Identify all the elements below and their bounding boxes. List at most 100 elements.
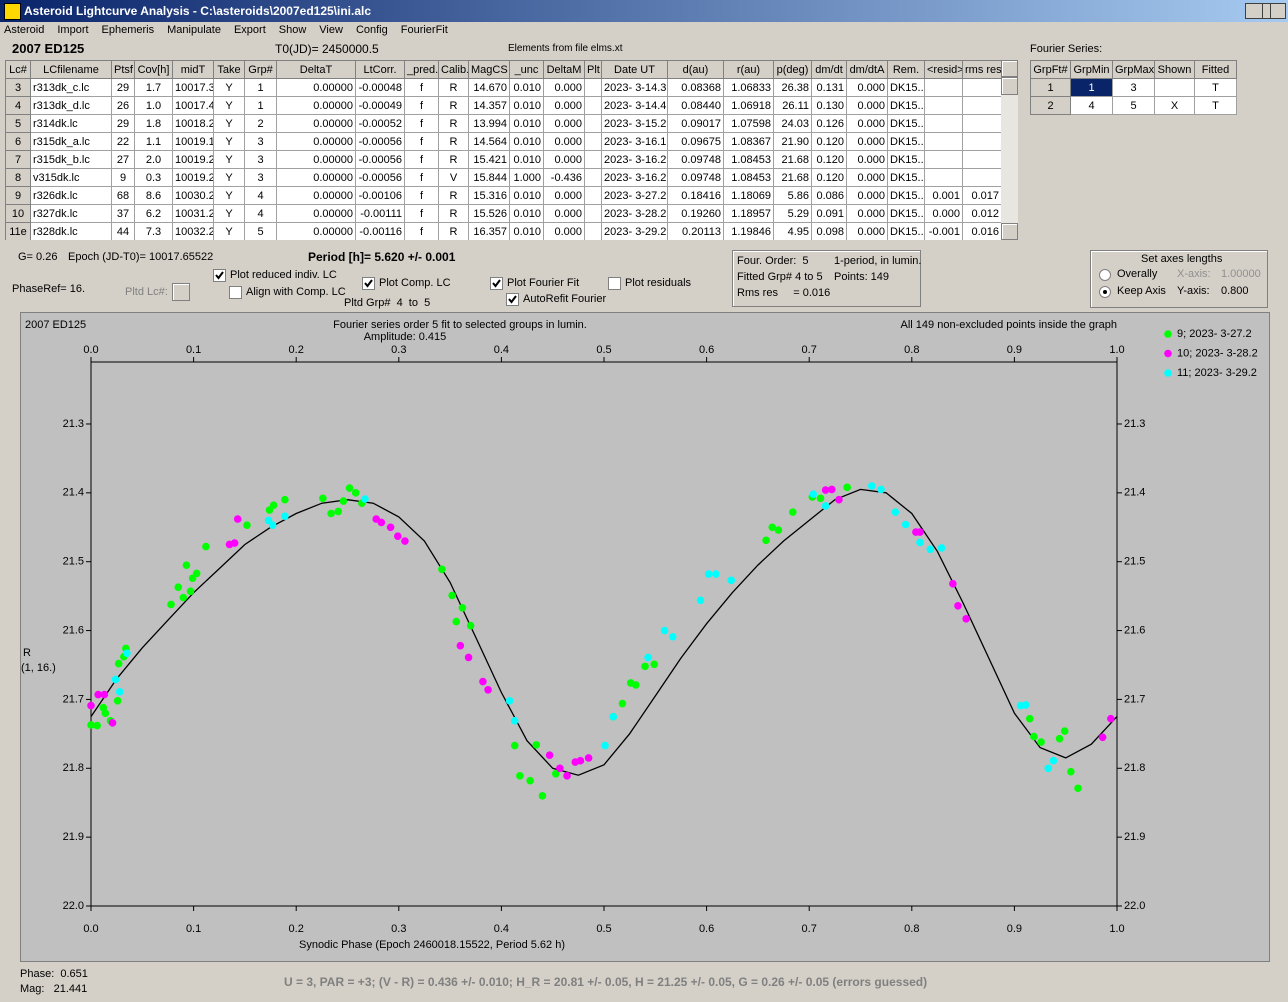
radio[interactable] (1099, 286, 1111, 298)
column-header[interactable]: Fitted (1194, 60, 1237, 79)
column-header[interactable]: DeltaT (276, 60, 356, 79)
table-cell (584, 114, 602, 133)
table-cell: 0.010 (509, 78, 544, 97)
table-row[interactable]: 9 r326dk.lc 68 8.6 10030.2 Y 4 0.00000 -0.00106 f… (5, 186, 1001, 205)
column-header[interactable]: midT (172, 60, 214, 79)
column-header[interactable]: Shown (1154, 60, 1195, 79)
table-row[interactable]: 3 r313dk_c.lc 29 1.7 10017.3 Y 1 0.00000 -0.0004… (5, 78, 1001, 97)
table-cell: f (404, 114, 439, 133)
y-tick-label-right: 22.0 (1124, 900, 1145, 912)
elements-label: Elements from file elms.xt (508, 43, 623, 54)
menu-item[interactable]: Import (57, 24, 89, 36)
checkbox[interactable] (506, 293, 519, 306)
data-point (1060, 727, 1069, 735)
table-cell: 0.120 (811, 150, 847, 169)
column-header[interactable]: dm/dt (811, 60, 847, 79)
table-cell: 0.000 (543, 96, 585, 115)
table-cell: 2.0 (134, 150, 173, 169)
menu-item[interactable]: Ephemeris (101, 24, 155, 36)
close-button[interactable] (1270, 3, 1286, 19)
table-cell: 10 (5, 204, 31, 223)
column-header[interactable]: r(au) (723, 60, 774, 79)
data-point (901, 520, 910, 529)
column-header[interactable]: Ptsf (111, 60, 135, 79)
data-point (538, 792, 547, 800)
pltd-lc-label: Pltd Lc#: (125, 286, 168, 298)
checkbox[interactable] (213, 269, 226, 282)
column-header[interactable]: Take (213, 60, 245, 79)
data-point (584, 754, 593, 762)
column-header[interactable]: dm/dtA (846, 60, 888, 79)
column-header[interactable]: <resid> (924, 60, 963, 79)
column-header[interactable]: DeltaM (543, 60, 585, 79)
column-header[interactable]: d(au) (667, 60, 724, 79)
column-header[interactable]: rms res (962, 60, 1001, 79)
checkbox-label: Align with Comp. LC (246, 286, 346, 298)
y-tick-label-right: 21.8 (1124, 762, 1145, 774)
radio[interactable] (1099, 269, 1111, 281)
table-row[interactable]: 6 r315dk_a.lc 22 1.1 10019.1 Y 3 0.00000 -0.0005… (5, 132, 1001, 151)
table-cell: 21.68 (773, 150, 812, 169)
window-title: Asteroid Lightcurve Analysis - C:\astero… (24, 4, 372, 18)
column-header[interactable]: Calib. (438, 60, 469, 79)
fourier-table[interactable]: GrpFt# GrpMin GrpMax Shown Fitted 1 1 3 T 2 4 5 X T (1030, 60, 1237, 115)
lc-table[interactable]: Lc# LCfilename Ptsf Cov[h] midT Take Grp# Delta… (5, 60, 1001, 240)
table-cell: 44 (111, 222, 135, 240)
column-header[interactable]: GrpMin (1070, 60, 1113, 79)
column-header[interactable]: LtCorr. (355, 60, 405, 79)
menu-item[interactable]: Asteroid (4, 24, 45, 36)
table-cell: v315dk.lc (30, 168, 112, 187)
data-point (556, 764, 564, 773)
menu-item[interactable]: View (319, 24, 343, 36)
header-row: GrpFt# GrpMin GrpMax Shown Fitted (1030, 60, 1237, 79)
minimize-button[interactable] (1245, 3, 1263, 19)
x-tick-label: 0.3 (391, 923, 406, 935)
table-row[interactable]: 4 r313dk_d.lc 26 1.0 10017.4 Y 1 0.00000 -0.0004… (5, 96, 1001, 115)
column-header[interactable]: GrpMax (1112, 60, 1155, 79)
table-row[interactable]: 5 r314dk.lc 29 1.8 10018.2 Y 2 0.00000 -0.00052 f… (5, 114, 1001, 133)
column-header[interactable]: _pred. (404, 60, 439, 79)
data-point (954, 601, 962, 610)
column-header[interactable]: Rem. (887, 60, 925, 79)
table-row[interactable]: 11e r328dk.lc 44 7.3 10032.2 Y 5 0.00000 -0.0011… (5, 222, 1001, 240)
column-header[interactable]: MagCS (468, 60, 510, 79)
checkbox[interactable] (362, 277, 375, 290)
column-header[interactable]: Date UT (601, 60, 668, 79)
column-header[interactable]: Lc# (5, 60, 31, 79)
pltd-lc-spinner[interactable] (172, 283, 190, 301)
checkbox[interactable] (229, 286, 242, 299)
column-header[interactable]: LCfilename (30, 60, 112, 79)
table-cell: 1 (244, 96, 277, 115)
menu-item[interactable]: Config (355, 24, 388, 36)
table-cell: -0.00052 (355, 114, 405, 133)
menu-item[interactable]: FourierFit (400, 24, 448, 36)
menu-item[interactable]: Show (278, 24, 307, 36)
table-cell: r314dk.lc (30, 114, 112, 133)
column-header[interactable]: Plt (584, 60, 602, 79)
checkbox[interactable] (490, 277, 503, 290)
table-cell: 2023- 3-27.2 (601, 186, 668, 205)
column-header[interactable]: p(deg) (773, 60, 812, 79)
check-mark (364, 279, 373, 288)
scrollbar[interactable] (1001, 60, 1018, 240)
table-cell: 29 (111, 114, 135, 133)
table-row[interactable]: 10 r327dk.lc 37 6.2 10031.2 Y 4 0.00000 -0.00111… (5, 204, 1001, 223)
column-header[interactable]: Grp# (244, 60, 277, 79)
menu-item[interactable]: Manipulate (167, 24, 221, 36)
table-row[interactable]: 7 r315dk_b.lc 27 2.0 10019.2 Y 3 0.00000 -0.0005… (5, 150, 1001, 169)
checkbox[interactable] (608, 277, 621, 290)
data-point (319, 494, 327, 503)
data-point (821, 486, 830, 494)
data-point (114, 659, 123, 668)
table-row[interactable]: 8 v315dk.lc 9 0.3 10019.2 Y 3 0.00000 -0.00056 f V… (5, 168, 1001, 187)
column-header[interactable]: GrpFt# (1030, 60, 1071, 79)
table-cell: 0.000 (543, 132, 585, 151)
legend-marker (1164, 369, 1172, 377)
app-icon (4, 3, 21, 20)
column-header[interactable]: Cov[h] (134, 60, 173, 79)
menu-item[interactable]: Export (233, 24, 266, 36)
checkbox-label: Plot reduced indiv. LC (230, 269, 337, 281)
column-header[interactable]: _unc (509, 60, 544, 79)
